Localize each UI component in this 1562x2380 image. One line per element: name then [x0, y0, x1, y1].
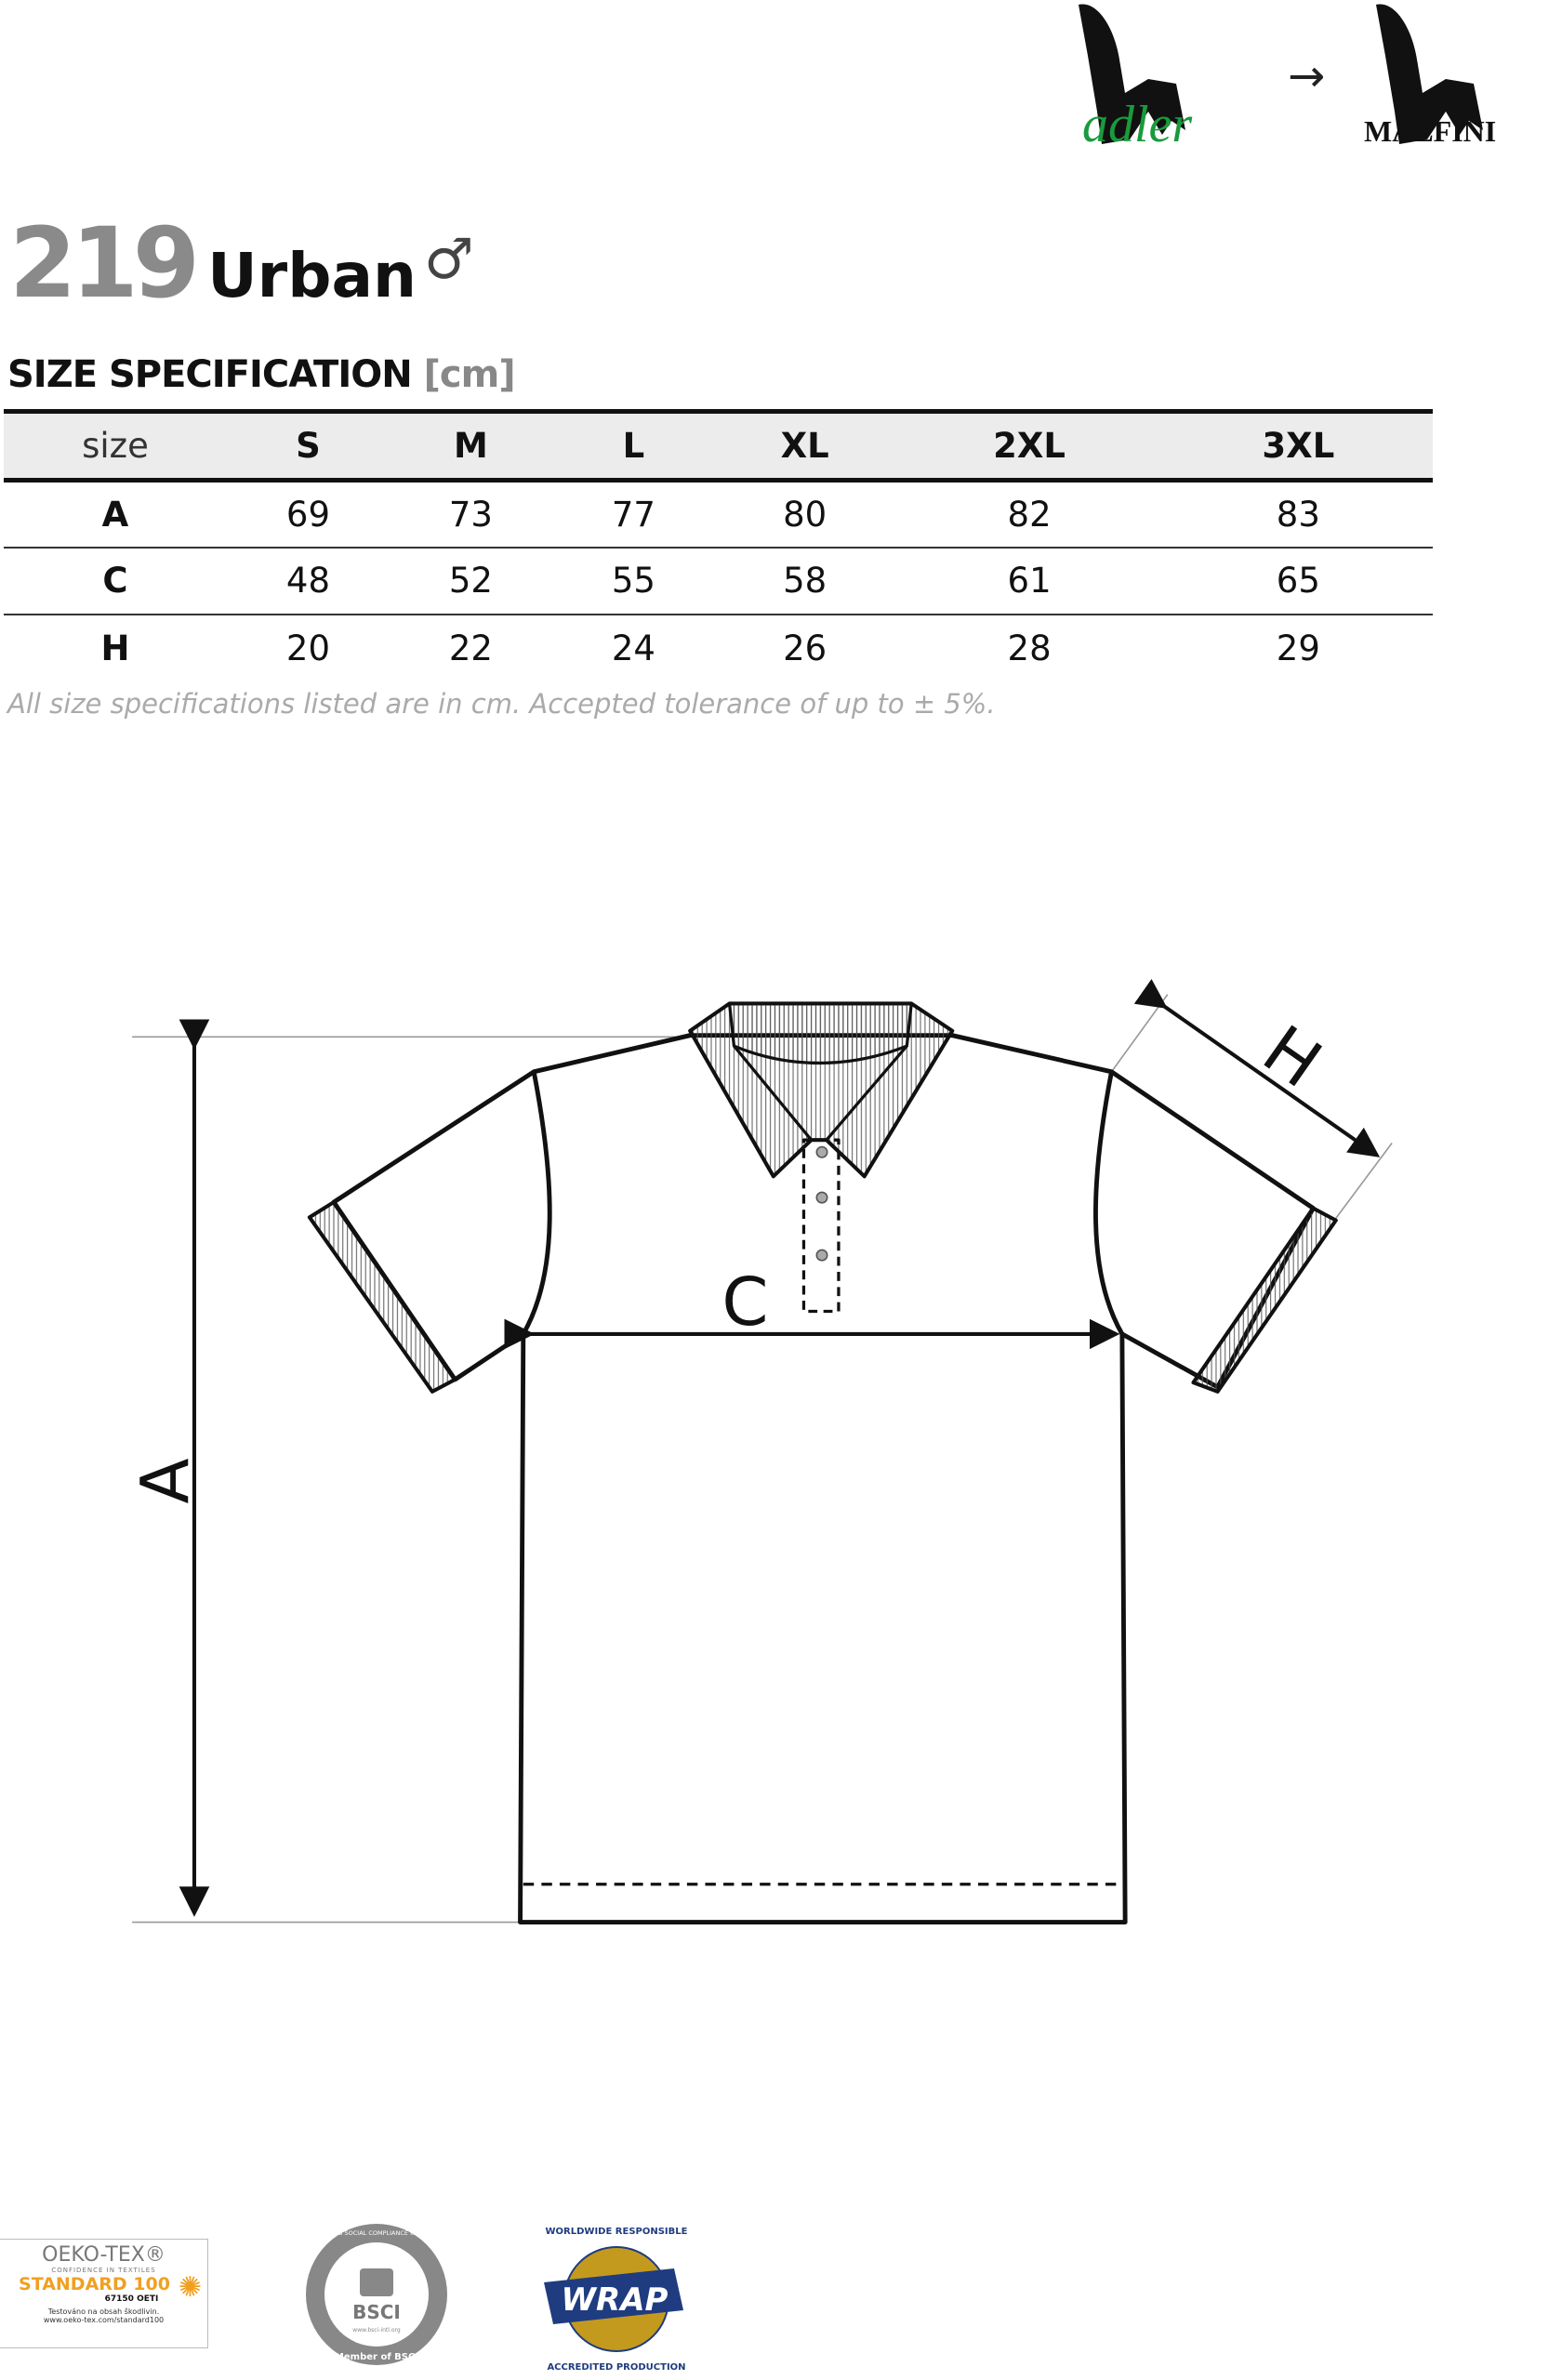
cell-value: 26 [783, 628, 827, 668]
cell-value: 80 [783, 494, 827, 535]
header-l: L [622, 426, 645, 466]
malfini-logo-text: MALFINI [1364, 114, 1496, 148]
label-c: C [721, 1263, 768, 1341]
adler-logo-text: adler [1082, 96, 1192, 153]
male-icon: ♂ [424, 227, 474, 292]
cell-value: 77 [611, 494, 655, 535]
brand-logos: adler → MALFINI [1079, 4, 1496, 153]
header-2xl: 2XL [993, 426, 1066, 466]
cell-value: 24 [611, 628, 655, 668]
cell-value: 28 [1007, 628, 1052, 668]
wrap-logo: WRAP WORLDWIDE RESPONSIBLE ACCREDITED PR… [544, 2227, 688, 2373]
table-row: H 20 22 24 26 28 29 [4, 615, 1433, 681]
product-number: 219 [9, 206, 200, 320]
label-a: A [126, 1458, 204, 1503]
table-row: C 48 52 55 58 61 65 [4, 548, 1433, 615]
cell-value: 69 [285, 494, 331, 535]
product-title: 219 Urban ♂ [9, 206, 474, 320]
adler-eagle-icon [1079, 4, 1185, 145]
header-s: S [296, 426, 321, 466]
wrap-name: WRAP [562, 2281, 668, 2319]
tolerance-note: All size specifications listed are in cm… [7, 688, 996, 720]
cell-value: 82 [1007, 494, 1052, 535]
spec-unit: [cm] [423, 353, 516, 396]
row-label: C [102, 561, 128, 601]
oekotex-logo: OEKO-TEX® CONFIDENCE IN TEXTILES STANDAR… [0, 2239, 208, 2348]
cell-value: 55 [611, 561, 655, 601]
row-label: A [101, 494, 129, 535]
header-xl: XL [780, 426, 829, 466]
header-size: size [82, 426, 149, 466]
cell-value: 61 [1007, 561, 1052, 601]
oekotex-code: 67150 OETI [104, 2294, 159, 2304]
measure-arrows [179, 978, 1381, 1917]
malfini-eagle-icon [1376, 4, 1483, 145]
section-title: SIZE SPECIFICATION [cm] [7, 353, 516, 396]
cell-value: 48 [285, 561, 331, 601]
cell-value: 58 [783, 561, 827, 601]
header-m: M [454, 426, 488, 466]
size-table: size S M L XL 2XL 3XL A 69 73 77 80 82 83 C 48 52… [4, 409, 1433, 681]
spec-title: SIZE SPECIFICATION [7, 353, 413, 396]
table-header: size S M L XL 2XL 3XL [4, 411, 1433, 481]
cell-value: 20 [285, 628, 331, 668]
cell-value: 29 [1276, 628, 1320, 668]
button-icons [815, 1145, 828, 1262]
header-3xl: 3XL [1262, 426, 1335, 466]
cell-value: 22 [448, 628, 493, 668]
oekotex-flower-icon: ✺ [178, 2271, 202, 2304]
bsci-hand-globe-icon [360, 2268, 393, 2296]
cell-value: 52 [448, 561, 493, 601]
oekotex-title: OEKO-TEX® [42, 2243, 165, 2267]
bsci-logo: BSCI www.bsci-intl.org Member of BSCI BU… [306, 2224, 447, 2365]
cell-value: 83 [1276, 494, 1320, 535]
row-label: H [100, 628, 130, 668]
oekotex-standard: STANDARD 100 [19, 2274, 170, 2294]
wrap-bottom-text: ACCREDITED PRODUCTION [547, 2362, 685, 2373]
cell-value: 65 [1276, 561, 1320, 601]
oekotex-line1: Testováno na obsah škodlivin. [47, 2307, 160, 2316]
bsci-name: BSCI [352, 2301, 401, 2323]
bsci-member: Member of BSCI [335, 2352, 418, 2362]
brand-arrow-icon: → [1288, 50, 1325, 102]
oekotex-tagline: CONFIDENCE IN TEXTILES [51, 2267, 156, 2274]
oekotex-line2: www.oeko-tex.com/standard100 [43, 2316, 165, 2324]
label-h: H [1250, 1011, 1335, 1104]
product-name: Urban [207, 240, 417, 311]
shirt-outline [307, 1001, 1338, 1925]
wrap-top-text: WORLDWIDE RESPONSIBLE [546, 2227, 688, 2237]
bsci-url: www.bsci-intl.org [352, 2327, 401, 2334]
cell-value: 73 [448, 494, 493, 535]
bsci-ring-text: BUSINESS SOCIAL COMPLIANCE INITIATIVE [312, 2229, 441, 2237]
table-row: A 69 73 77 80 82 83 [4, 481, 1433, 548]
